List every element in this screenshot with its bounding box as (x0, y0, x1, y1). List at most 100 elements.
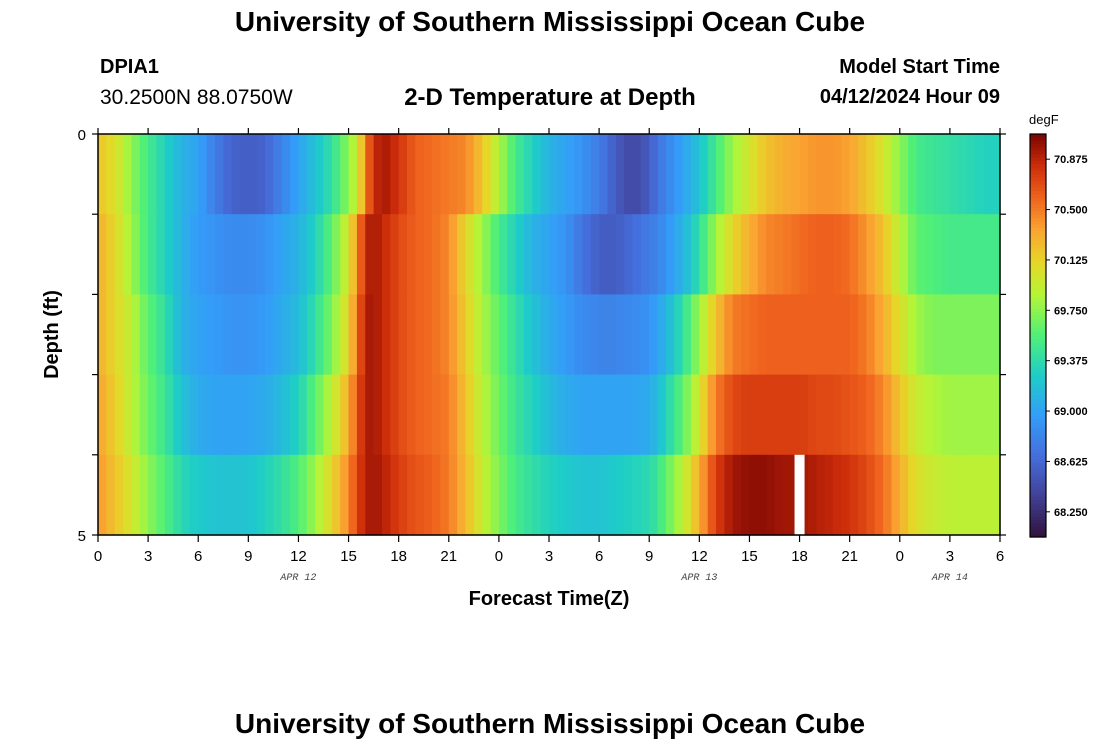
heatmap-cell (248, 454, 258, 536)
heatmap-cell (974, 294, 984, 376)
colorbar-segment (1030, 439, 1046, 444)
heatmap-cell (574, 214, 584, 295)
heatmap-cell (440, 454, 450, 536)
heatmap-cell (214, 214, 224, 295)
heatmap-cell (549, 134, 558, 215)
heatmap-cell (549, 374, 558, 456)
colorbar-label: 70.125 (1054, 255, 1088, 267)
colorbar-segment (1030, 238, 1046, 243)
colorbar-segment (1030, 248, 1046, 253)
colorbar-unit: degF (1029, 112, 1059, 127)
heatmap-cell (766, 454, 776, 536)
colorbar-segment (1030, 473, 1046, 478)
heatmap-cell (607, 134, 617, 215)
colorbar-segment (1030, 463, 1046, 468)
heatmap-cell (941, 454, 951, 536)
colorbar-segment (1030, 500, 1046, 505)
heatmap-cell (615, 454, 625, 536)
heatmap-cell (473, 294, 483, 376)
heatmap-cell (774, 134, 784, 215)
heatmap-cell (574, 134, 584, 215)
heatmap-cell (782, 294, 792, 376)
heatmap-cell (482, 454, 492, 536)
colorbar-segment (1030, 204, 1046, 209)
heatmap-cell (841, 454, 851, 536)
colorbar-segment (1030, 489, 1046, 494)
heatmap-cell (749, 294, 759, 376)
heatmap-cell (665, 294, 675, 376)
heatmap-cell (173, 294, 183, 376)
heatmap-cell (523, 454, 533, 536)
x-tick-label: 21 (440, 548, 457, 565)
heatmap-cell (807, 454, 817, 536)
heatmap-cell (565, 214, 575, 295)
heatmap-cell (832, 374, 842, 456)
heatmap-cell (423, 454, 433, 536)
heatmap-cell (373, 374, 383, 456)
colorbar-segment (1030, 419, 1046, 424)
heatmap-cell (398, 134, 408, 215)
colorbar-label: 70.500 (1054, 205, 1088, 217)
heatmap-cell (490, 214, 500, 295)
heatmap-cell (223, 374, 233, 456)
heatmap-cell (707, 294, 717, 376)
date-label: APR 12 (279, 573, 316, 584)
heatmap-cell (523, 134, 533, 215)
heatmap-cell (523, 294, 533, 376)
colorbar-label: 69.750 (1054, 305, 1088, 317)
heatmap-cell (348, 294, 358, 376)
heatmap-cell (924, 294, 934, 376)
heatmap-cell (540, 454, 550, 536)
heatmap-cell (373, 454, 383, 536)
heatmap-cell (448, 134, 458, 215)
colorbar-segment (1030, 197, 1046, 202)
heatmap-cell (716, 214, 725, 295)
heatmap-cell (908, 374, 918, 456)
heatmap-cell (214, 134, 224, 215)
heatmap-cell (791, 134, 801, 215)
heatmap-cell (974, 454, 984, 536)
heatmap-cell (657, 454, 667, 536)
colorbar-segment (1030, 362, 1046, 367)
colorbar-segment (1030, 466, 1046, 471)
heatmap-cell (674, 214, 684, 295)
heatmap-cell (649, 214, 659, 295)
heatmap-cell (98, 374, 107, 456)
heatmap-cell (849, 134, 859, 215)
heatmap-cell (114, 214, 124, 295)
heatmap-cell (98, 214, 107, 295)
colorbar-label: 70.875 (1054, 154, 1088, 166)
heatmap-cell (490, 374, 500, 456)
colorbar-segment (1030, 147, 1046, 152)
colorbar-segment (1030, 389, 1046, 394)
colorbar-segment (1030, 241, 1046, 246)
heatmap-cell (173, 214, 183, 295)
heatmap-cell (415, 454, 425, 536)
heatmap-cell (958, 294, 968, 376)
heatmap-cell (407, 134, 416, 215)
heatmap-cell (899, 374, 909, 456)
heatmap-cell (448, 454, 458, 536)
heatmap-cell (557, 454, 567, 536)
heatmap-cell (306, 294, 316, 376)
heatmap-cell (507, 294, 517, 376)
heatmap-cell (532, 454, 542, 536)
heatmap-cell (448, 374, 458, 456)
heatmap-cell (306, 454, 316, 536)
heatmap-cell (557, 134, 567, 215)
heatmap-cell (799, 294, 809, 376)
heatmap-cell (315, 454, 325, 536)
heatmap-cell (816, 294, 826, 376)
x-tick-label: 15 (741, 548, 758, 565)
heatmap-cell (766, 214, 776, 295)
heatmap-cell (632, 454, 642, 536)
heatmap-cell (381, 214, 391, 295)
heatmap-cell (239, 454, 249, 536)
heatmap-cell (373, 214, 383, 295)
heatmap-cell (866, 454, 876, 536)
x-tick-label: 9 (244, 548, 252, 565)
heatmap-cell (281, 374, 291, 456)
heatmap-cell (114, 134, 124, 215)
heatmap-cell (164, 134, 174, 215)
